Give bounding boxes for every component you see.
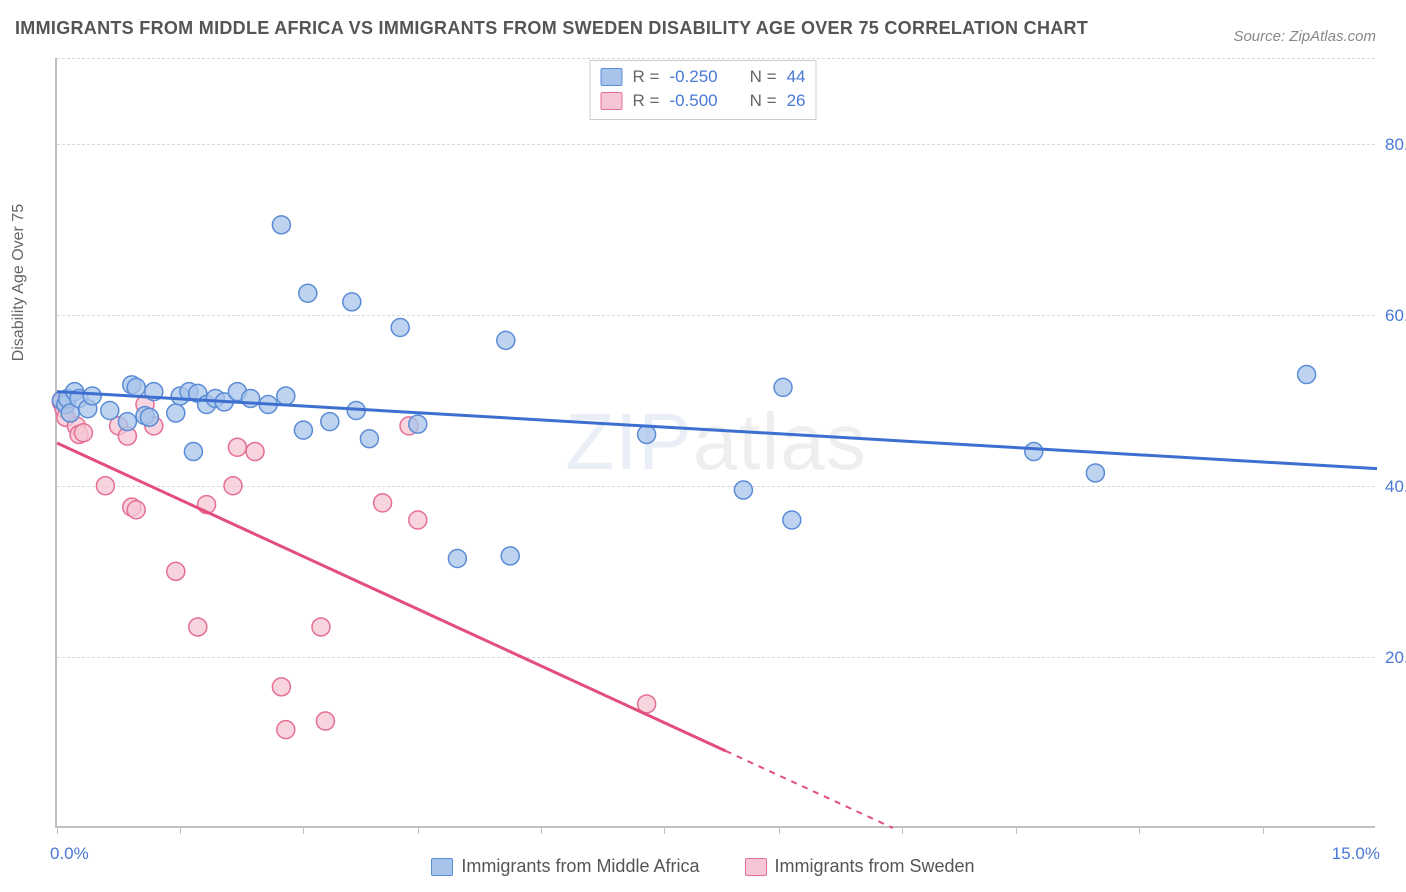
data-point [501, 547, 519, 565]
x-tick [418, 826, 419, 834]
x-tick [303, 826, 304, 834]
legend-n-value-1: 44 [787, 65, 806, 89]
legend-item-1-label: Immigrants from Middle Africa [461, 856, 699, 877]
legend-n-value-2: 26 [787, 89, 806, 113]
series-legend: Immigrants from Middle Africa Immigrants… [0, 856, 1406, 881]
swatch-series-1 [601, 68, 623, 86]
swatch-series-2 [601, 92, 623, 110]
legend-row-series-2: R = -0.500 N = 26 [601, 89, 806, 113]
data-point [118, 413, 136, 431]
x-tick [57, 826, 58, 834]
data-point [312, 618, 330, 636]
correlation-legend: R = -0.250 N = 44 R = -0.500 N = 26 [590, 60, 817, 120]
data-point [1298, 366, 1316, 384]
y-tick-label: 20.0% [1385, 648, 1406, 668]
data-point [299, 284, 317, 302]
swatch-series-2 [745, 858, 767, 876]
data-point [1025, 443, 1043, 461]
data-point [783, 511, 801, 529]
x-tick [180, 826, 181, 834]
data-point [391, 319, 409, 337]
data-point [167, 562, 185, 580]
x-tick [779, 826, 780, 834]
data-point [374, 494, 392, 512]
data-point [343, 293, 361, 311]
legend-row-series-1: R = -0.250 N = 44 [601, 65, 806, 89]
data-point [228, 438, 246, 456]
x-tick [1263, 826, 1264, 834]
data-point [272, 678, 290, 696]
x-tick [1016, 826, 1017, 834]
x-tick [664, 826, 665, 834]
x-tick [902, 826, 903, 834]
x-tick [541, 826, 542, 834]
source-attribution: Source: ZipAtlas.com [1233, 28, 1376, 45]
scatter-svg [57, 58, 1375, 826]
data-point [277, 721, 295, 739]
data-point [189, 618, 207, 636]
legend-item-1: Immigrants from Middle Africa [431, 856, 699, 877]
data-point [316, 712, 334, 730]
data-point [277, 387, 295, 405]
data-point [360, 430, 378, 448]
data-point [409, 415, 427, 433]
data-point [774, 378, 792, 396]
y-tick-label: 80.0% [1385, 135, 1406, 155]
data-point [101, 401, 119, 419]
data-point [409, 511, 427, 529]
data-point [96, 477, 114, 495]
legend-r-value-2: -0.500 [669, 89, 717, 113]
x-tick [1139, 826, 1140, 834]
chart-title: IMMIGRANTS FROM MIDDLE AFRICA VS IMMIGRA… [15, 18, 1088, 39]
y-axis-title: Disability Age Over 75 [10, 204, 28, 361]
data-point [184, 443, 202, 461]
swatch-series-1 [431, 858, 453, 876]
data-point [497, 331, 515, 349]
trend-line [726, 751, 893, 828]
data-point [638, 425, 656, 443]
data-point [246, 443, 264, 461]
y-tick-label: 40.0% [1385, 477, 1406, 497]
legend-item-2-label: Immigrants from Sweden [775, 856, 975, 877]
data-point [1086, 464, 1104, 482]
data-point [448, 550, 466, 568]
data-point [74, 424, 92, 442]
data-point [127, 501, 145, 519]
legend-r-label: R = [633, 89, 660, 113]
data-point [321, 413, 339, 431]
legend-item-2: Immigrants from Sweden [745, 856, 975, 877]
legend-r-value-1: -0.250 [669, 65, 717, 89]
data-point [272, 216, 290, 234]
data-point [167, 404, 185, 422]
data-point [734, 481, 752, 499]
legend-n-label: N = [750, 89, 777, 113]
plot-area: ZIPatlas 20.0%40.0%60.0%80.0% [55, 58, 1375, 828]
y-tick-label: 60.0% [1385, 306, 1406, 326]
trend-line [57, 443, 726, 751]
data-point [224, 477, 242, 495]
legend-r-label: R = [633, 65, 660, 89]
data-point [294, 421, 312, 439]
data-point [140, 408, 158, 426]
data-point [127, 378, 145, 396]
data-point [83, 387, 101, 405]
legend-n-label: N = [750, 65, 777, 89]
